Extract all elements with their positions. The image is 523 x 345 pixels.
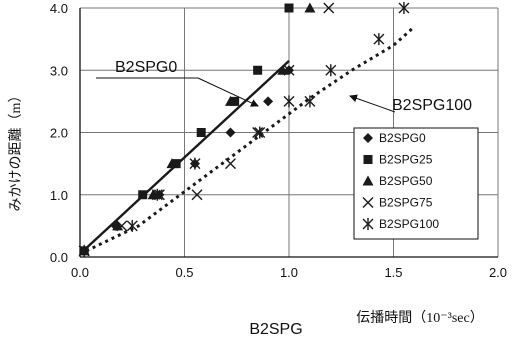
x-tick-label: 1.0 [280, 265, 298, 280]
point-b2spg50-6 [304, 2, 316, 13]
x-tick-label: 1.5 [384, 265, 402, 280]
legend-marker-b2spg100 [362, 218, 374, 230]
data-points [78, 2, 410, 257]
point-b2spg100-9 [398, 2, 410, 14]
legend-label-b2spg75: B2SPG75 [379, 196, 433, 210]
annotation-b2spg0-arrow [197, 77, 259, 107]
point-b2spg0-4 [225, 127, 236, 138]
point-b2spg100-8 [373, 33, 385, 46]
legend-marker-b2spg25 [363, 155, 373, 164]
point-b2spg100-1 [126, 219, 138, 232]
point-b2spg75-5 [252, 127, 264, 138]
y-tick-label: 1.0 [50, 188, 68, 203]
legend-box [353, 127, 479, 240]
annotation-b2spg0: B2SPG0 [115, 59, 177, 76]
annotation-b2spg100-arrow [349, 94, 396, 113]
point-b2spg25-1 [138, 190, 148, 200]
y-tick-label: 3.0 [50, 63, 68, 78]
x-tick-label: 0.5 [175, 265, 193, 280]
point-b2spg75-2 [153, 189, 165, 201]
point-b2spg25-2 [171, 159, 181, 169]
point-b2spg100-2 [151, 188, 163, 201]
point-b2spg100-4 [254, 126, 266, 139]
point-b2spg75-7 [323, 2, 335, 14]
legend: B2SPG0 B2SPG25 B2SPG50 B2SPG75 B2SPG100 [353, 127, 479, 240]
legend-label-b2spg100: B2SPG100 [379, 217, 439, 231]
legend-marker-b2spg0 [363, 133, 373, 143]
chart-subtitle: B2SPG [249, 321, 302, 338]
point-b2spg75-3 [191, 189, 203, 201]
point-b2spg100-0 [78, 244, 90, 257]
point-b2spg100-5 [283, 95, 295, 108]
point-b2spg50-5 [277, 64, 289, 75]
legend-label-b2spg50: B2SPG50 [379, 174, 433, 188]
point-b2spg100-3 [189, 157, 201, 170]
point-b2spg75-4 [224, 158, 236, 170]
legend-marker-b2spg50 [362, 175, 374, 186]
point-b2spg50-3 [166, 158, 178, 169]
axes [79, 8, 498, 258]
point-b2spg75-1 [116, 220, 128, 232]
x-axis-label: 伝播時間（10⁻³sec） [356, 310, 483, 326]
legend-marker-b2spg75 [362, 197, 374, 208]
point-b2spg100-6 [304, 95, 316, 108]
point-b2spg100-7 [325, 64, 337, 77]
annotation-b2spg100: B2SPG100 [392, 97, 472, 114]
legend-label-b2spg0: B2SPG0 [379, 131, 426, 145]
y-tick-label: 0.0 [50, 250, 68, 265]
point-b2spg25-4 [230, 96, 240, 106]
y-axis-label: みかけの距離（m） [7, 89, 24, 212]
fit-line-b2spg100 [79, 25, 416, 256]
y-tick-label: 2.0 [50, 126, 68, 141]
point-b2spg75-6 [283, 64, 295, 76]
point-b2spg25-3 [196, 128, 206, 137]
y-tick-label: 4.0 [50, 1, 68, 16]
point-b2spg25-5 [253, 65, 263, 75]
tick-labels: 0.0 0.5 1.0 1.5 2.0 0.0 1.0 2.0 3.0 4.0 [50, 1, 507, 280]
legend-label-b2spg25: B2SPG25 [379, 153, 433, 167]
x-tick-label: 0.0 [71, 265, 89, 280]
point-b2spg0-5 [263, 96, 274, 107]
point-b2spg50-4 [224, 95, 236, 106]
point-b2spg25-6 [284, 3, 294, 13]
x-tick-label: 2.0 [489, 265, 507, 280]
